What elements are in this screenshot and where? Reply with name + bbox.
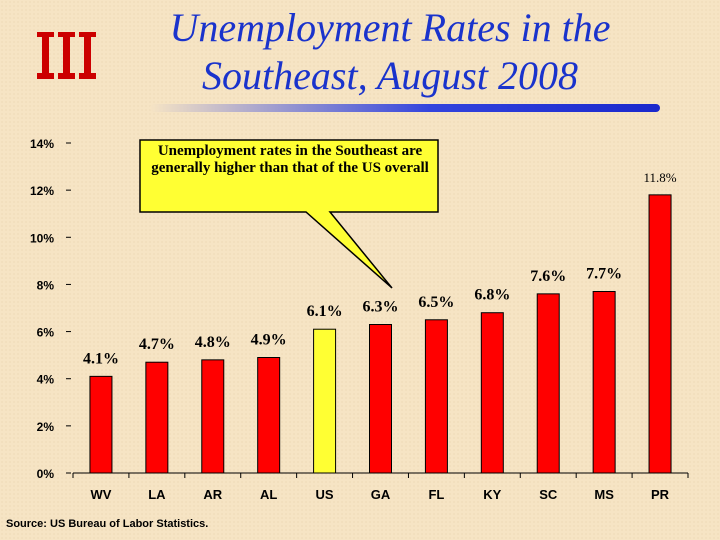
bar-al <box>257 357 281 474</box>
bar-ar <box>201 359 225 474</box>
x-tick-label-la: LA <box>148 487 166 502</box>
data-label-al: 4.9% <box>251 332 287 349</box>
bar-ms <box>592 291 616 474</box>
x-tick-label-al: AL <box>260 487 277 502</box>
slide-title: Unemployment Rates in the Southeast, Aug… <box>130 4 650 100</box>
x-tick-label-fl: FL <box>428 487 444 502</box>
data-label-ky: 6.8% <box>474 287 510 304</box>
data-label-sc: 7.6% <box>530 268 566 285</box>
columns-logo-icon <box>37 32 96 79</box>
x-tick-label-ga: GA <box>371 487 391 502</box>
x-tick-label-us: US <box>316 487 334 502</box>
bar-pr <box>648 194 672 474</box>
data-label-ga: 6.3% <box>363 299 399 316</box>
y-tick-label: 0% <box>37 467 55 481</box>
x-axis: WV LA AR AL US GA FL KY SC MS PR <box>72 473 689 502</box>
callout-box <box>139 139 439 289</box>
y-tick-label: 10% <box>30 231 54 245</box>
bar-ga <box>369 324 392 474</box>
bar-wv <box>89 375 113 474</box>
bar-fl <box>424 319 448 474</box>
title-line-1: Unemployment Rates in the <box>169 5 611 50</box>
y-tick-label: 14% <box>30 137 54 151</box>
data-label-la: 4.7% <box>139 336 175 353</box>
data-label-pr: 11.8% <box>643 170 676 185</box>
title-line-2: Southeast, August 2008 <box>202 53 578 98</box>
y-tick-label: 12% <box>30 184 54 198</box>
x-tick-label-sc: SC <box>539 487 558 502</box>
x-tick-label-pr: PR <box>651 487 670 502</box>
y-tick-label: 8% <box>37 278 55 292</box>
y-tick-label: 6% <box>37 326 55 340</box>
bars: 4.1% 4.7% 4.8% 4.9% 6.1% 6.3% 6.5% 6.8% 7.6% 7.7%… <box>83 170 677 474</box>
data-label-ar: 4.8% <box>195 334 231 351</box>
bar-sc <box>536 293 560 474</box>
data-label-fl: 6.5% <box>418 294 454 311</box>
x-tick-label-ky: KY <box>483 487 501 502</box>
data-label-ms: 7.7% <box>586 266 622 283</box>
data-label-us: 6.1% <box>307 303 343 320</box>
title-underline <box>150 104 660 112</box>
x-tick-label-wv: WV <box>90 487 111 502</box>
x-tick-label-ar: AR <box>203 487 222 502</box>
callout-text: Unemployment rates in the Southeast are … <box>151 143 429 176</box>
bar-ky <box>480 312 504 474</box>
bar-us <box>313 328 337 474</box>
data-label-wv: 4.1% <box>83 350 119 367</box>
y-tick-label: 4% <box>37 373 55 387</box>
bar-la <box>145 361 169 474</box>
y-tick-label: 2% <box>37 420 55 434</box>
x-tick-label-ms: MS <box>594 487 614 502</box>
source-note: Source: US Bureau of Labor Statistics. <box>6 518 209 530</box>
